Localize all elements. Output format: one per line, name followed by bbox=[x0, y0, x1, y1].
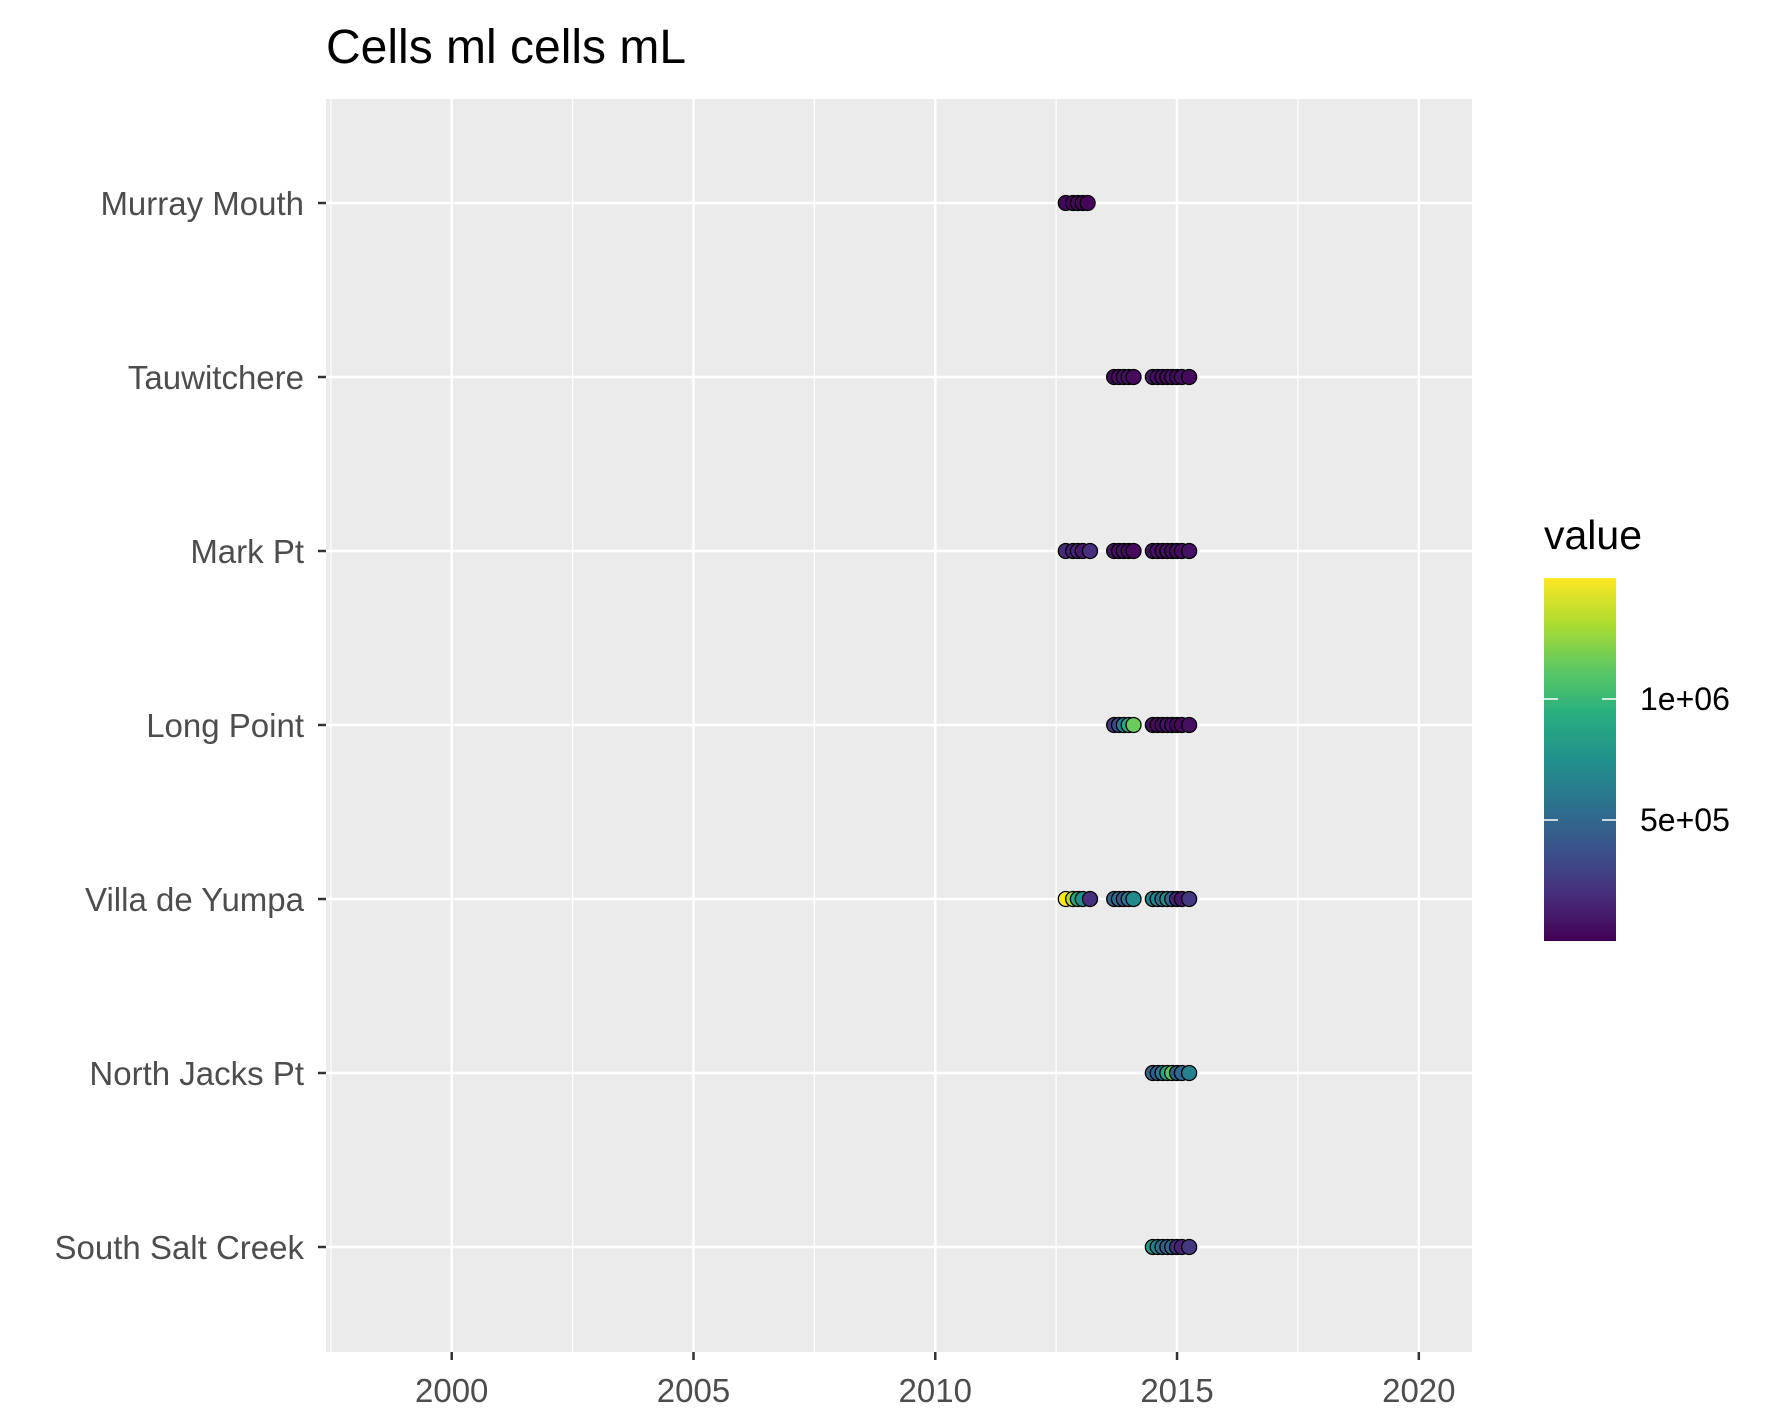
major-gridlines bbox=[326, 99, 1472, 1352]
y-axis: Murray Mouth Tauwitchere Mark Pt Long Point… bbox=[55, 185, 326, 1266]
data-point bbox=[1180, 716, 1198, 734]
legend-ticks: 5e+05 1e+06 bbox=[1544, 681, 1730, 838]
data-point bbox=[1125, 716, 1142, 734]
x-tick-label: 2000 bbox=[415, 1372, 488, 1409]
x-axis: 2000 2005 2010 2015 2020 bbox=[415, 1352, 1456, 1409]
legend-colorbar bbox=[1544, 578, 1616, 941]
y-tick-label: Murray Mouth bbox=[100, 185, 304, 222]
x-tick-label: 2020 bbox=[1382, 1372, 1455, 1409]
y-tick-label: North Jacks Pt bbox=[89, 1055, 304, 1092]
data-point bbox=[1081, 542, 1099, 560]
x-tick-label: 2010 bbox=[899, 1372, 972, 1409]
x-tick-label: 2015 bbox=[1140, 1372, 1213, 1409]
legend-title: value bbox=[1544, 512, 1642, 558]
y-tick-label: Long Point bbox=[146, 707, 304, 744]
y-tick-label: South Salt Creek bbox=[55, 1229, 305, 1266]
data-point bbox=[1125, 368, 1142, 386]
chart-title: Cells ml cells mL bbox=[326, 21, 686, 74]
data-point bbox=[1125, 890, 1142, 908]
data-point bbox=[1125, 542, 1142, 560]
legend-tick-label: 1e+06 bbox=[1640, 681, 1730, 717]
x-tick-label: 2005 bbox=[657, 1372, 730, 1409]
data-point bbox=[1081, 890, 1099, 908]
y-tick-label: Villa de Yumpa bbox=[85, 881, 305, 918]
color-legend: value 5e+05 1e+06 bbox=[1544, 512, 1730, 941]
y-tick-label: Mark Pt bbox=[190, 533, 304, 570]
data-point bbox=[1180, 890, 1198, 908]
y-tick-label: Tauwitchere bbox=[128, 359, 304, 396]
data-point bbox=[1180, 1238, 1198, 1256]
data-point bbox=[1180, 542, 1198, 560]
data-point bbox=[1079, 194, 1096, 212]
data-point bbox=[1180, 1064, 1198, 1082]
data-point bbox=[1180, 368, 1198, 386]
legend-tick-label: 5e+05 bbox=[1640, 802, 1730, 838]
data-points bbox=[1057, 194, 1198, 1256]
